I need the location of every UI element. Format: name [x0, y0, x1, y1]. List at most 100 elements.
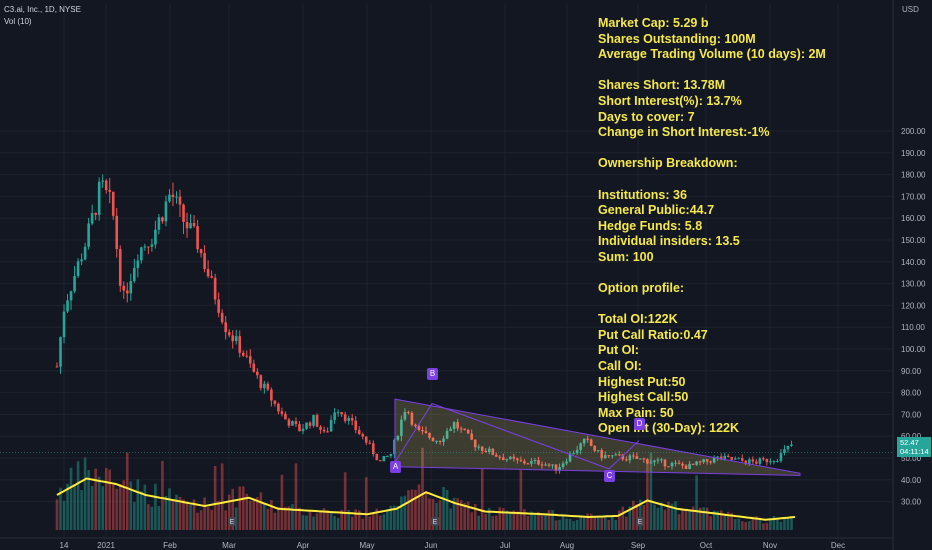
volume-bar: [59, 487, 62, 530]
volume-bar: [596, 516, 600, 530]
candle-body: [389, 453, 393, 456]
candle-body: [544, 464, 547, 466]
volume-bar: [765, 522, 769, 530]
candle-body: [147, 246, 150, 248]
candle-body: [62, 311, 66, 338]
candle-body: [294, 421, 298, 425]
volume-bar: [315, 513, 319, 530]
volume-bar: [786, 518, 790, 530]
volume-bar: [178, 496, 182, 530]
volume-bar: [266, 508, 270, 530]
time-tick-label: Nov: [763, 541, 777, 550]
candle-body: [83, 246, 87, 260]
volume-ma-line: [56, 477, 796, 521]
candle-body: [547, 464, 551, 466]
price-tick-label: 120.00: [901, 301, 926, 310]
volume-bar: [621, 506, 625, 530]
candle-body: [677, 462, 681, 464]
volume-bar: [660, 502, 663, 530]
candle-body: [445, 430, 449, 439]
volume-bar: [343, 472, 347, 530]
info-line: [598, 297, 826, 313]
volume-bar: [688, 510, 691, 530]
volume-bar: [617, 510, 621, 530]
volume-bar: [540, 515, 544, 530]
candle-body: [280, 411, 284, 414]
candle-body: [494, 454, 498, 457]
volume-bar: [487, 508, 491, 530]
candle-body: [502, 457, 505, 460]
volume-bar: [364, 477, 368, 530]
candle-body: [379, 460, 382, 462]
volume-bar: [628, 506, 632, 530]
time-tick-label: Aug: [560, 541, 574, 550]
candle-body: [308, 422, 312, 426]
volume-bar: [632, 500, 635, 530]
info-line: Highest Put:50: [598, 374, 686, 389]
volume-bar: [224, 510, 227, 530]
candle-body: [168, 194, 171, 202]
volume-bar: [199, 510, 203, 530]
volume-bar: [403, 495, 407, 530]
candle-body: [329, 419, 333, 432]
volume-bar: [502, 508, 505, 530]
candle-body: [484, 450, 488, 453]
last-price-value: 52.47: [900, 438, 919, 447]
volume-bar: [716, 511, 719, 530]
candle-body: [575, 450, 579, 454]
candle-body: [519, 460, 523, 462]
volume-bar: [192, 499, 196, 530]
candle-body: [709, 461, 712, 463]
volume-bar: [129, 481, 133, 530]
candle-body: [87, 223, 90, 247]
candle-body: [375, 454, 379, 461]
candle-body: [417, 426, 421, 430]
volume-bar: [73, 484, 76, 530]
pattern-point-b: B: [427, 368, 438, 380]
candle-body: [628, 455, 632, 461]
candle-body: [122, 285, 126, 291]
volume-bar: [516, 511, 519, 530]
volume-indicator-label[interactable]: Vol (10): [4, 17, 32, 26]
info-line: Option profile:: [598, 281, 685, 296]
candle-body: [755, 461, 758, 464]
volume-bar: [435, 502, 438, 530]
volume-bar: [561, 516, 565, 530]
candle-body: [213, 277, 217, 300]
candle-body: [196, 226, 199, 250]
volume-bar: [544, 515, 547, 530]
volume-bar: [459, 500, 463, 530]
volume-bar: [305, 515, 308, 530]
candle-body: [610, 455, 614, 457]
candle-body: [185, 221, 189, 229]
candle-body: [227, 332, 231, 336]
candle-body: [614, 454, 618, 456]
price-tick-label: 30.00: [901, 498, 922, 507]
candle-body: [386, 455, 389, 457]
candle-body: [480, 446, 484, 451]
candle-body: [220, 312, 224, 323]
volume-bar: [375, 508, 379, 530]
candle-body: [726, 455, 730, 457]
volume-bar: [238, 486, 242, 530]
candle-body: [762, 458, 765, 460]
candle-body: [438, 440, 442, 442]
volume-bar: [287, 506, 291, 530]
candle-body: [435, 440, 438, 442]
candle-body: [456, 422, 459, 429]
price-tick-label: 180.00: [901, 171, 926, 180]
candle-body: [466, 430, 470, 434]
volume-bar: [480, 468, 484, 530]
candle-body: [382, 456, 386, 462]
volume-bar: [104, 467, 108, 530]
info-line: Average Trading Volume (10 days): 2M: [598, 47, 826, 62]
volume-bar: [319, 511, 322, 530]
volume-bar: [667, 501, 670, 530]
earnings-marker-label: E: [230, 519, 235, 526]
candle-body: [245, 355, 249, 357]
symbol-title[interactable]: C3.ai, Inc., 1D, NYSE: [4, 5, 81, 14]
volume-bar: [417, 484, 421, 530]
volume-bar: [709, 516, 712, 530]
candle-body: [333, 412, 336, 420]
